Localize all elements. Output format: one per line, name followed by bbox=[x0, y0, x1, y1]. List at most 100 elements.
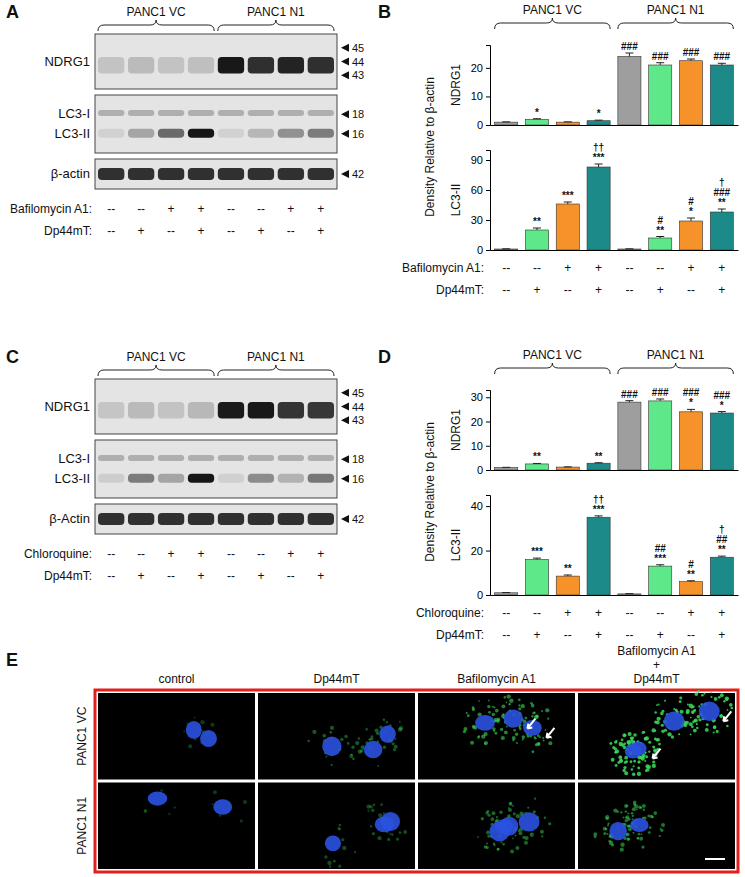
bar bbox=[649, 566, 672, 595]
y-axis: 02040 bbox=[471, 496, 491, 602]
lc3-punctum bbox=[727, 709, 729, 711]
tick-label: 30 bbox=[471, 214, 483, 226]
lc3-punctum bbox=[660, 828, 662, 830]
lc3-punctum bbox=[637, 767, 640, 770]
blot-band bbox=[188, 513, 214, 525]
treatment-mark: + bbox=[657, 283, 664, 297]
bar bbox=[525, 559, 548, 595]
lc3-punctum bbox=[522, 735, 526, 739]
significance-label: ### bbox=[621, 41, 638, 52]
y-axis: 0102030 bbox=[471, 391, 491, 477]
lc3-punctum bbox=[491, 817, 495, 821]
marker-label: 18 bbox=[352, 453, 364, 465]
blot-band bbox=[188, 110, 214, 116]
tick-mark bbox=[486, 470, 490, 471]
nucleus bbox=[625, 744, 642, 759]
marker-label: 42 bbox=[352, 513, 364, 525]
error-bar bbox=[595, 516, 603, 517]
lc3-punctum bbox=[518, 704, 520, 706]
lc3-punctum bbox=[501, 841, 503, 843]
nucleus bbox=[148, 791, 168, 805]
blot-band bbox=[278, 402, 304, 419]
blot-background bbox=[95, 159, 337, 189]
marker-label: 43 bbox=[352, 69, 364, 81]
lc3-punctum bbox=[625, 819, 628, 822]
lc3-punctum bbox=[603, 832, 606, 835]
lc3-punctum bbox=[312, 730, 316, 734]
lc3-punctum bbox=[624, 804, 628, 808]
lc3-punctum bbox=[720, 693, 724, 697]
lc3-punctum bbox=[339, 824, 342, 827]
lc3-punctum bbox=[631, 812, 634, 815]
lc3-punctum bbox=[344, 735, 348, 739]
error-bar bbox=[564, 121, 572, 122]
lc3-punctum bbox=[625, 810, 627, 812]
microscopy-panel: EcontrolDp44mTBafilomycin A1Bafilomycin … bbox=[6, 644, 738, 872]
treatment-mark: -- bbox=[564, 628, 572, 642]
micrograph-background bbox=[578, 783, 735, 870]
blot-band bbox=[308, 402, 334, 419]
lc3-punctum bbox=[606, 833, 608, 835]
nucleus bbox=[519, 812, 540, 831]
y-tick: 10 bbox=[471, 440, 490, 452]
blot-band bbox=[98, 57, 124, 74]
y-tick: 0 bbox=[477, 589, 490, 601]
lc3-punctum bbox=[493, 843, 495, 845]
lc3-punctum bbox=[380, 803, 383, 806]
bars bbox=[495, 399, 734, 470]
error-bar bbox=[656, 237, 664, 239]
treatment-mark: -- bbox=[107, 569, 115, 583]
bar bbox=[618, 56, 641, 125]
group-brace bbox=[98, 20, 214, 31]
lc3-punctum bbox=[594, 835, 597, 838]
lc3-punctum bbox=[372, 832, 375, 835]
blot-band bbox=[218, 402, 244, 419]
lc3-punctum bbox=[519, 726, 521, 728]
lc3-punctum bbox=[329, 865, 331, 867]
treatment-mark: + bbox=[688, 606, 695, 620]
treatment-label: Dp44mT: bbox=[436, 283, 484, 297]
lc3-punctum bbox=[527, 807, 529, 809]
y-tick: 30 bbox=[471, 214, 490, 226]
tick-mark bbox=[486, 551, 490, 552]
lc3-punctum bbox=[713, 725, 716, 728]
lc3-punctum bbox=[615, 764, 618, 767]
column-label: Bafilomycin A1 bbox=[617, 644, 696, 658]
lc3-punctum bbox=[710, 692, 712, 694]
lc3-punctum bbox=[484, 741, 488, 745]
tick-mark bbox=[486, 220, 490, 221]
lc3-punctum bbox=[377, 836, 381, 840]
lc3-punctum bbox=[726, 725, 728, 727]
group-label: PANC1 N1 bbox=[247, 5, 305, 19]
treatment-mark: -- bbox=[137, 202, 145, 216]
significance-label: * bbox=[689, 206, 693, 217]
lc3-punctum bbox=[373, 803, 376, 806]
lc3-punctum bbox=[322, 734, 326, 738]
lc3-punctum bbox=[307, 740, 310, 743]
lc3-punctum bbox=[492, 706, 494, 708]
error-bar bbox=[533, 463, 541, 464]
lc3-punctum bbox=[611, 758, 615, 762]
marker-label: 16 bbox=[352, 128, 364, 140]
tick-mark bbox=[486, 160, 490, 161]
lc3-punctum bbox=[508, 808, 512, 812]
treatment-mark: + bbox=[657, 628, 664, 642]
lc3-punctum bbox=[701, 694, 704, 697]
lc3-punctum bbox=[370, 825, 372, 827]
y-tick: 30 bbox=[471, 391, 490, 403]
blot-band bbox=[98, 513, 124, 525]
bar bbox=[525, 230, 548, 250]
lc3-punctum bbox=[509, 704, 511, 706]
lc3-punctum bbox=[325, 756, 327, 758]
micrograph bbox=[258, 783, 415, 870]
lc3-punctum bbox=[219, 814, 221, 816]
blot-row-label: LC3-II bbox=[55, 471, 90, 486]
lc3-punctum bbox=[692, 705, 695, 708]
treatment-mark: -- bbox=[533, 261, 541, 275]
lc3-punctum bbox=[541, 835, 543, 837]
lc3-punctum bbox=[211, 803, 213, 805]
arrow bbox=[546, 728, 554, 738]
column-label: Bafilomycin A1 bbox=[457, 672, 536, 686]
error-bar bbox=[595, 120, 603, 122]
blot-band bbox=[278, 455, 304, 461]
